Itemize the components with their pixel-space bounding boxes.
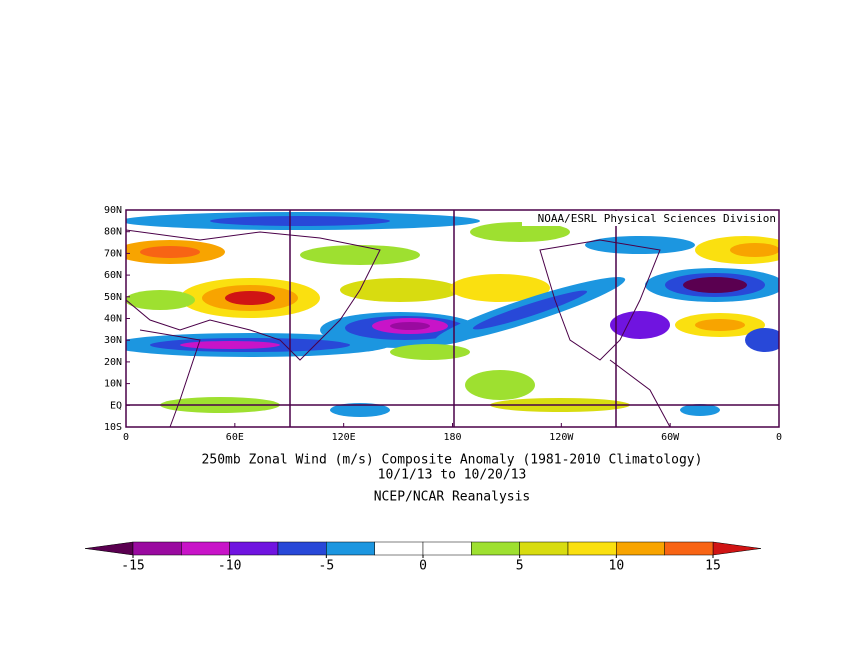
lat-label: 40N xyxy=(104,314,122,325)
lat-label: 10S xyxy=(104,422,122,433)
lon-label: 180 xyxy=(443,432,461,443)
lat-labels: 90N 80N 70N 60N 50N 40N 30N 20N 10N EQ 10S xyxy=(104,205,130,433)
colorbar-box xyxy=(664,541,714,556)
colorbar-box xyxy=(229,541,279,556)
colorbar-label: 10 xyxy=(609,559,625,574)
colorbar-box xyxy=(181,541,230,556)
colorbar-box xyxy=(326,541,375,556)
colorbar-box xyxy=(471,541,520,556)
lat-label: EQ xyxy=(110,400,122,411)
lat-label: 50N xyxy=(104,292,122,303)
colorbar-box xyxy=(374,541,424,556)
colorbar-label: 15 xyxy=(705,559,721,574)
colorbar-label: 0 xyxy=(419,559,427,574)
colorbar-box xyxy=(132,541,182,556)
lat-label: 90N xyxy=(104,205,122,216)
colorbar-box xyxy=(519,541,569,556)
lat-label: 20N xyxy=(104,357,122,368)
lon-label: 60W xyxy=(661,432,680,443)
colorbar-label: 5 xyxy=(516,559,524,574)
colorbar-under xyxy=(84,541,134,556)
lat-label: 60N xyxy=(104,270,122,281)
date-range: 10/1/13 to 10/20/13 xyxy=(378,468,527,483)
lat-label: 30N xyxy=(104,335,122,346)
lon-label: 0 xyxy=(776,432,782,443)
lat-label: 80N xyxy=(104,227,122,238)
lat-label: 70N xyxy=(104,248,122,259)
lon-label: 0 xyxy=(123,432,129,443)
colorbar-label: -5 xyxy=(319,559,335,574)
credit: NOAA/ESRL Physical Sciences Division xyxy=(538,212,776,225)
source: NCEP/NCAR Reanalysis xyxy=(374,490,531,505)
credit-box xyxy=(522,211,778,226)
colorbar-over xyxy=(712,541,762,556)
colorbar-box xyxy=(616,541,665,556)
colorbar: -15 -10 -5 0 5 10 15 xyxy=(84,541,762,574)
colorbar-label: -15 xyxy=(121,559,144,574)
anomaly-field xyxy=(126,210,779,427)
title: 250mb Zonal Wind (m/s) Composite Anomaly… xyxy=(202,453,703,468)
colorbar-box xyxy=(422,541,472,556)
colorbar-label: -10 xyxy=(218,559,241,574)
lon-label: 60E xyxy=(226,432,244,443)
lon-labels: 0 60E 120E 180 120W 60W 0 xyxy=(123,423,782,443)
colorbar-box xyxy=(567,541,617,556)
lon-label: 120E xyxy=(332,432,356,443)
lon-label: 120W xyxy=(549,432,574,443)
lat-label: 10N xyxy=(104,379,122,390)
colorbar-box xyxy=(277,541,327,556)
